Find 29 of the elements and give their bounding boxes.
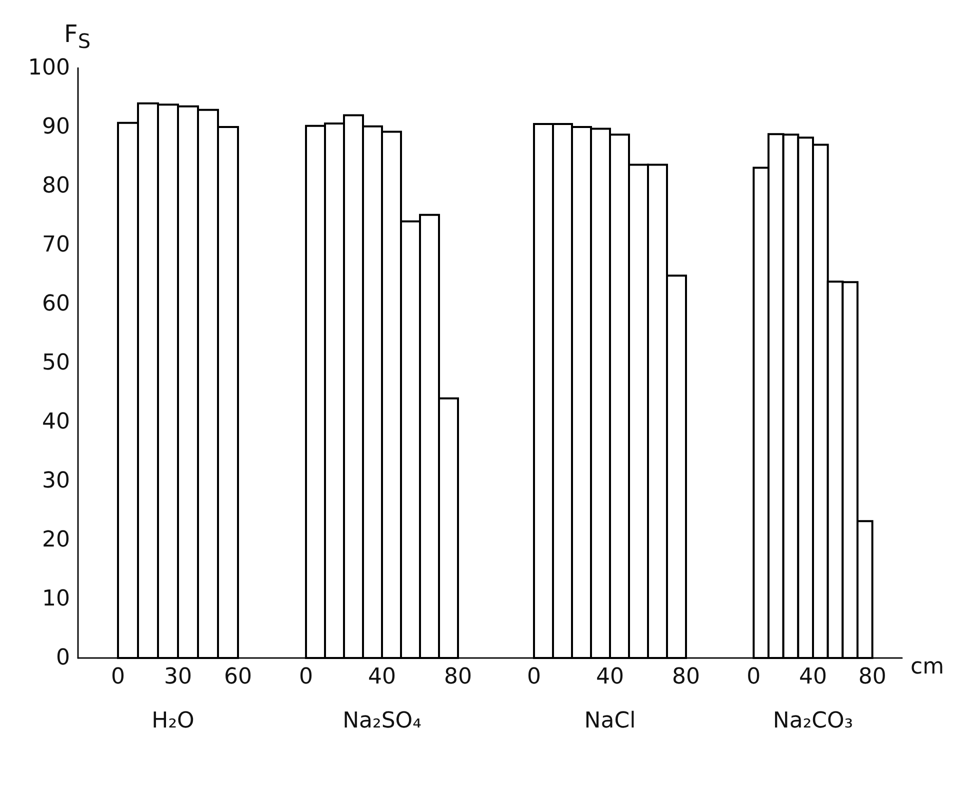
x-tick-label: 60	[224, 664, 252, 690]
y-tick-label: 60	[42, 292, 70, 316]
text: cm	[910, 654, 944, 680]
y-tick-label: 0	[56, 646, 70, 670]
x-tick-label: 0	[299, 664, 313, 690]
x-tick-label: 30	[164, 664, 192, 690]
y-tick-label: 50	[42, 350, 70, 376]
y-tick-label: 90	[42, 114, 70, 140]
y-axis-title: F$_{S}$	[64, 20, 91, 53]
y-tick-label: 20	[42, 528, 70, 552]
x-axis-title: Na₂CO₃	[772, 708, 854, 734]
y-tick-label: 100	[28, 56, 70, 80]
x-tick-label: 0	[111, 664, 125, 690]
x-tick-label: 40	[596, 664, 624, 690]
x-tick-label: 0	[527, 664, 541, 690]
y-tick-label: 10	[42, 586, 70, 612]
y-tick-label: 40	[42, 410, 70, 434]
x-tick-label: 40	[368, 664, 396, 690]
x-tick-label: 40	[799, 664, 827, 690]
y-tick-label: 70	[42, 232, 70, 258]
x-axis-title: Na₂SO₄	[342, 708, 422, 734]
x-tick-label: 80	[672, 664, 700, 690]
x-tick-label: 0	[746, 664, 761, 690]
y-tick-label: 30	[42, 468, 70, 494]
x-tick-label: 80	[444, 664, 472, 690]
x-axis-title: H₂O	[152, 708, 194, 734]
y-tick-label: 80	[42, 174, 70, 198]
x-tick-label: 80	[858, 664, 886, 690]
x-axis-title: NaCl	[584, 708, 636, 734]
